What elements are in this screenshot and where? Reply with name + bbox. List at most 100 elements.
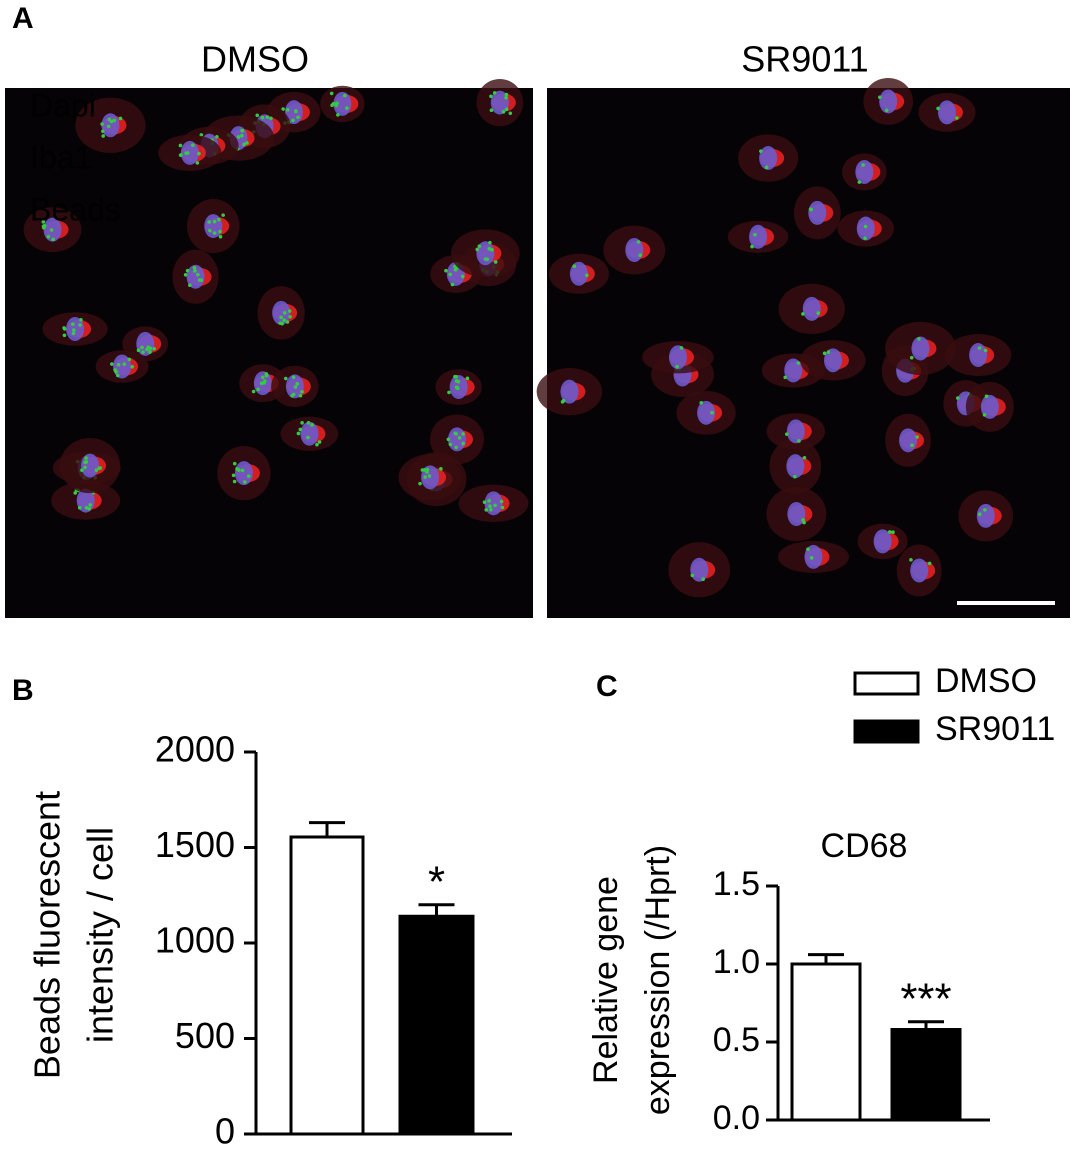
bead — [114, 369, 118, 374]
bead — [753, 232, 757, 237]
bead — [240, 133, 244, 138]
nucleus — [911, 336, 930, 361]
bead — [295, 382, 300, 386]
nucleus — [786, 454, 805, 479]
bead — [140, 345, 144, 350]
bead — [178, 143, 183, 148]
bead — [208, 228, 212, 233]
nucleus — [569, 261, 588, 286]
panel-label: B — [12, 674, 34, 707]
bead — [62, 333, 67, 338]
y-axis-label: Beads fluorescent — [27, 791, 68, 1079]
bead — [863, 224, 868, 229]
legend-label: SR9011 — [935, 710, 1055, 748]
y-tick-label: 0.5 — [713, 1021, 760, 1059]
bead — [282, 311, 287, 315]
bead — [261, 375, 265, 380]
bead — [448, 272, 452, 277]
bead — [118, 116, 123, 121]
panel-label: C — [596, 670, 618, 703]
bead — [109, 119, 114, 124]
bead — [73, 491, 78, 495]
bead — [145, 347, 149, 352]
bead — [335, 101, 339, 106]
bead — [917, 337, 921, 341]
bead — [801, 312, 805, 316]
bead — [207, 220, 211, 224]
y-axis-label: Relative gene — [587, 876, 625, 1084]
nucleus — [980, 394, 999, 419]
image-title: DMSO — [201, 39, 309, 80]
bead — [863, 236, 867, 241]
bead — [784, 432, 789, 436]
bead — [454, 379, 459, 383]
bead — [485, 257, 490, 262]
bead — [127, 357, 132, 362]
bead — [489, 507, 493, 512]
bead — [796, 361, 801, 365]
bead — [288, 315, 292, 319]
bead — [317, 440, 322, 444]
nucleus — [490, 90, 509, 115]
bead — [72, 328, 76, 332]
bead — [115, 373, 120, 378]
y-tick-label: 1500 — [155, 824, 235, 865]
significance: *** — [900, 974, 951, 1023]
bead — [915, 435, 919, 439]
bead — [500, 505, 505, 510]
bead — [423, 475, 427, 479]
bead — [802, 455, 807, 460]
bead — [977, 512, 982, 517]
bead — [808, 207, 813, 211]
y-tick-label: 1.0 — [713, 943, 760, 981]
bead — [296, 431, 301, 436]
bead — [264, 373, 269, 378]
bead — [446, 437, 451, 442]
bead — [298, 427, 303, 432]
bead — [857, 180, 862, 184]
bead — [504, 92, 509, 97]
bead — [116, 362, 121, 367]
bead — [49, 228, 54, 232]
bead — [255, 113, 260, 118]
bead — [217, 217, 221, 222]
nucleus — [300, 421, 319, 446]
bead — [80, 468, 84, 472]
bead — [130, 365, 134, 369]
nucleus — [873, 529, 892, 554]
channel-label: Beads — [30, 191, 121, 227]
bead — [235, 467, 239, 471]
bead — [282, 318, 286, 322]
bead — [310, 423, 314, 427]
bead — [71, 331, 76, 336]
bead — [195, 161, 200, 165]
bead — [280, 321, 284, 326]
nucleus — [180, 140, 199, 165]
bead — [231, 473, 236, 478]
bead — [955, 116, 959, 120]
y-tick-label: 0 — [215, 1111, 235, 1152]
bead — [909, 355, 914, 360]
bead — [454, 445, 458, 450]
bead — [927, 561, 932, 566]
bead — [585, 273, 589, 278]
nucleus — [856, 216, 875, 241]
bead — [425, 470, 429, 474]
bead — [461, 441, 465, 446]
bead — [861, 163, 865, 167]
bead — [291, 118, 295, 123]
bead — [504, 95, 508, 100]
bead — [197, 278, 202, 282]
bead — [51, 237, 55, 242]
bead — [418, 481, 422, 486]
nucleus — [80, 453, 99, 478]
bead — [457, 436, 462, 440]
bead — [345, 106, 349, 110]
bead — [112, 118, 117, 123]
bead — [306, 435, 310, 440]
bead — [190, 143, 195, 147]
bead — [826, 350, 831, 354]
bead — [878, 95, 882, 100]
bead — [196, 272, 200, 277]
bead — [891, 530, 895, 534]
